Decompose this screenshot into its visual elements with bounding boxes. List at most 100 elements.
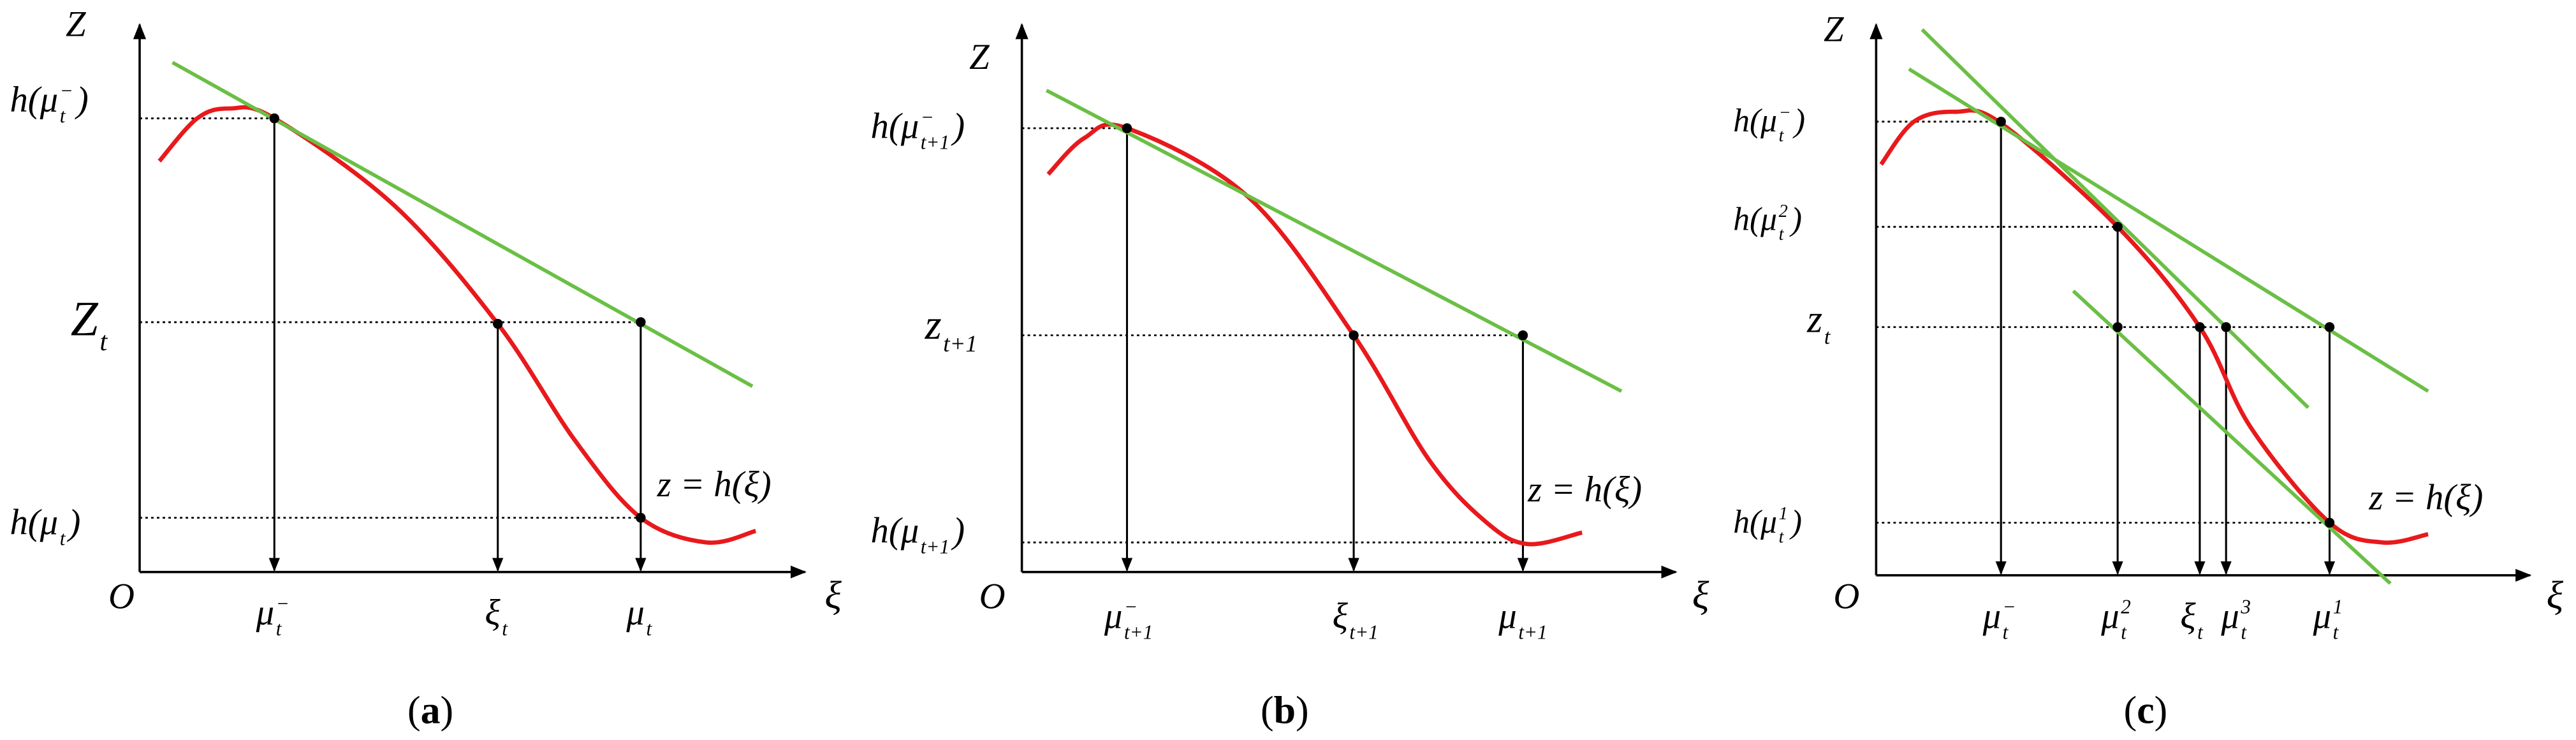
tangent-line (2072, 289, 2392, 585)
label-sup: − (2003, 596, 2016, 618)
point (1122, 123, 1132, 133)
math-label: μ t 2 (2100, 596, 2131, 644)
axis-label: ξ (2547, 574, 2564, 617)
caption: (b) (1261, 689, 1309, 732)
curve (157, 105, 757, 545)
math-label: h(μ t+1) (871, 510, 965, 558)
math-label: μ t − (1982, 596, 2016, 644)
axis-label: Z (66, 4, 86, 45)
label-tail: ) (1792, 103, 1805, 139)
label-sup: 2 (1779, 202, 1788, 221)
label-sub: t+1 (921, 535, 949, 558)
label-sub: t (60, 105, 66, 127)
label-base: Z (71, 292, 99, 346)
label-base: μ (626, 593, 644, 633)
label-base: z (1806, 297, 1822, 341)
point (2195, 322, 2205, 332)
point (2221, 322, 2231, 332)
label-sup: − (60, 80, 73, 102)
label-tail: ) (1789, 202, 1802, 238)
label-base: h(μ (10, 502, 58, 542)
origin-label: O (108, 576, 135, 616)
label-sup: 1 (1779, 504, 1788, 524)
label-sub: t (99, 327, 108, 357)
label-sub: t (2003, 621, 2009, 643)
label-sub: t (1779, 225, 1785, 244)
label-sub: t (2241, 621, 2247, 643)
caption-part: ) (2155, 689, 2168, 732)
label-sup: − (276, 592, 289, 614)
label-sup: − (1779, 103, 1791, 123)
tangent-line (172, 61, 754, 388)
point (2324, 517, 2335, 528)
math-label: μ t 3 (2220, 596, 2251, 644)
caption-part: a (421, 689, 441, 732)
caption-part: ( (1261, 689, 1274, 732)
label-sub: t+1 (943, 330, 977, 357)
label-tail: ) (951, 106, 965, 146)
label-sub: t (1824, 325, 1831, 349)
point (636, 317, 646, 327)
label-sup: 2 (2121, 596, 2131, 618)
caption-part: c (2137, 689, 2154, 732)
math-label: h(μ t+1 −) (871, 106, 965, 154)
point (269, 113, 280, 124)
curve-label: z = h(ξ) (1527, 470, 1642, 510)
point (2112, 322, 2123, 332)
label-base: h(μ (1733, 202, 1777, 238)
axis-label: Z (969, 37, 990, 77)
math-label: ξ t+1 (1333, 596, 1379, 643)
math-label: μ t − (256, 592, 289, 640)
math-label: μ t 1 (2313, 596, 2343, 644)
label-base: μ (256, 593, 274, 633)
caption-part: b (1274, 689, 1296, 732)
point (1349, 330, 1359, 341)
label-sub: t (502, 618, 508, 640)
label-base: ξ (2180, 596, 2196, 636)
label-base: h(μ (1733, 504, 1777, 540)
label-sup: − (921, 106, 934, 128)
label-tail: ) (951, 510, 965, 551)
axis-label: ξ (1692, 574, 1709, 617)
axis-label: ξ (824, 574, 842, 617)
label-sup: − (1124, 596, 1138, 618)
label-sub: t (2121, 621, 2127, 643)
label-sub: t (2197, 621, 2204, 643)
origin-label: O (979, 576, 1006, 616)
tangent-line (1045, 89, 1623, 393)
label-sub: t+1 (1349, 621, 1378, 643)
label-base: μ (2313, 596, 2331, 636)
label-base: h(μ (871, 510, 919, 551)
caption-part: ) (441, 689, 454, 732)
label-tail: ) (67, 502, 81, 542)
label-sub: t (1779, 126, 1785, 146)
label-base: μ (1498, 596, 1516, 636)
label-sup: 1 (2333, 596, 2343, 618)
math-label: h(μ t 1) (1733, 504, 1802, 547)
label-base: ξ (485, 593, 501, 633)
label-sub: t+1 (1124, 621, 1153, 643)
caption-part: ( (407, 689, 421, 732)
tangent-line (1921, 28, 2310, 410)
point (492, 318, 503, 329)
label-tail: ) (1789, 504, 1802, 540)
label-sub: t (276, 618, 282, 640)
tangent-line (1908, 67, 2429, 393)
point (1996, 116, 2006, 127)
label-sub: t+1 (921, 131, 949, 153)
point (2324, 322, 2335, 332)
label-base: ξ (1333, 596, 1349, 636)
label-sub: t (1779, 527, 1785, 547)
curve (1046, 122, 1583, 547)
math-label: μ t+1 − (1104, 596, 1153, 644)
label-base: μ (1982, 596, 2001, 636)
math-label: μ t+1 (1498, 596, 1547, 643)
label-base: h(μ (871, 106, 919, 146)
label-base: μ (1104, 596, 1122, 636)
